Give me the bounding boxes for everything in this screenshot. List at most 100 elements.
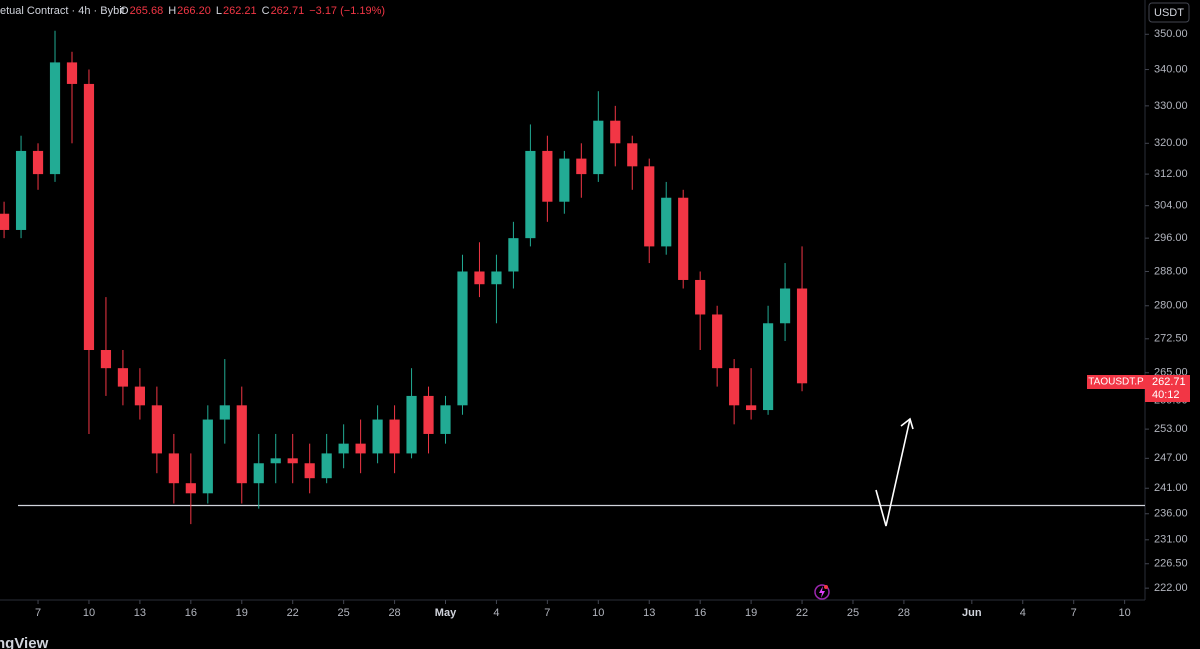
- candle-body: [202, 419, 213, 494]
- y-tick-label: 247.00: [1154, 452, 1188, 464]
- candle-body: [593, 120, 604, 175]
- candle-body: [389, 419, 400, 454]
- event-dot: [824, 585, 828, 589]
- candle-body: [321, 453, 332, 479]
- x-tick-label: 4: [493, 607, 499, 619]
- y-tick-label: 253.00: [1154, 423, 1188, 435]
- candle-body: [134, 386, 145, 406]
- currency-label[interactable]: USDT: [1154, 7, 1184, 19]
- x-tick-label: 10: [83, 607, 95, 619]
- candle-body: [712, 314, 723, 369]
- x-tick-label: Jun: [962, 607, 982, 619]
- candle-body: [219, 405, 230, 420]
- candle-body: [762, 323, 774, 411]
- x-tick-label: 10: [1119, 607, 1131, 619]
- ohlc-value: 266.20: [177, 5, 211, 17]
- candle-body: [49, 62, 61, 175]
- y-tick-label: 288.00: [1154, 265, 1188, 277]
- candle-body: [678, 197, 689, 280]
- y-tick-label: 296.00: [1154, 232, 1188, 244]
- candle-body: [66, 62, 78, 84]
- y-tick-label: 231.00: [1154, 534, 1188, 546]
- candle-body: [559, 158, 570, 202]
- x-tick-label: 7: [544, 607, 550, 619]
- candle-body: [32, 150, 44, 175]
- candle-body: [406, 395, 417, 454]
- ohlc-label: O: [120, 5, 129, 17]
- ohlc-label: L: [216, 5, 222, 17]
- y-tick-label: 320.00: [1154, 137, 1188, 149]
- y-tick-label: 272.50: [1154, 333, 1188, 345]
- price-tag-countdown: 40:12: [1152, 389, 1180, 401]
- x-tick-label: 28: [898, 607, 910, 619]
- symbol-tag-label: TAOUSDT.P: [1088, 377, 1144, 388]
- ohlc-label: C: [262, 5, 270, 17]
- y-tick-label: 350.00: [1154, 28, 1188, 40]
- candle-body: [779, 288, 791, 324]
- watermark: ngView: [0, 635, 49, 649]
- plot-area: [0, 30, 1145, 525]
- y-tick-label: 312.00: [1154, 168, 1188, 180]
- event-bolt: [819, 586, 825, 598]
- symbol-tag: [1087, 375, 1145, 389]
- y-tick-label: 222.00: [1154, 582, 1188, 594]
- x-tick-label: 25: [338, 607, 350, 619]
- x-tick-label: 25: [847, 607, 859, 619]
- candle-body: [287, 458, 298, 464]
- y-tick-label: 226.50: [1154, 558, 1188, 570]
- candle-body: [525, 150, 536, 239]
- candle-body: [15, 150, 27, 230]
- x-tick-label: 16: [694, 607, 706, 619]
- candle-body: [185, 483, 196, 494]
- y-tick-label: 340.00: [1154, 63, 1188, 75]
- candle-body: [83, 83, 95, 351]
- candle-body: [117, 368, 129, 387]
- x-tick-label: 4: [1020, 607, 1026, 619]
- arrow-head: [900, 417, 914, 430]
- candle-body: [729, 368, 740, 406]
- candle-body: [746, 405, 757, 411]
- y-tick-label: 304.00: [1154, 200, 1188, 212]
- candle-body: [253, 463, 264, 484]
- candle-body: [151, 405, 162, 454]
- candle-body: [440, 405, 451, 434]
- y-tick-label: 241.00: [1154, 482, 1188, 494]
- ohlc-change: −3.17 (−1.19%): [309, 5, 385, 17]
- ohlc-value: 262.71: [271, 5, 305, 17]
- x-tick-label: 28: [388, 607, 400, 619]
- candle-body: [304, 463, 315, 479]
- symbol-text: etual Contract · 4h · Bybit: [0, 5, 125, 17]
- y-tick-label: 280.00: [1154, 300, 1188, 312]
- x-tick-label: 22: [287, 607, 299, 619]
- candle-body: [355, 443, 366, 454]
- y-tick-label: 330.00: [1154, 100, 1188, 112]
- candle-body: [457, 271, 468, 406]
- x-tick-label: 19: [745, 607, 757, 619]
- arrow-drawing: [875, 418, 911, 527]
- candle-body: [372, 419, 383, 454]
- x-tick-label: 13: [134, 607, 146, 619]
- x-tick-label: 22: [796, 607, 808, 619]
- candle-body: [627, 143, 638, 167]
- candle-body: [100, 350, 112, 369]
- event-icon[interactable]: [814, 584, 830, 600]
- x-tick-label: 16: [185, 607, 197, 619]
- candle-body: [491, 271, 502, 285]
- candle-body: [644, 166, 655, 247]
- candle-body: [576, 158, 587, 175]
- ohlc-value: 265.68: [130, 5, 164, 17]
- x-tick-label: May: [435, 607, 457, 619]
- x-tick-label: 10: [592, 607, 604, 619]
- currency-button[interactable]: [1148, 2, 1190, 23]
- x-tick-label: 7: [35, 607, 41, 619]
- candle-body: [796, 288, 808, 384]
- candle-body: [695, 279, 706, 315]
- price-tag-value: 262.71: [1152, 376, 1186, 388]
- candle-body: [474, 271, 485, 285]
- ohlc-legend: O 265.68 H 266.20 L 262.21 C 262.71 −3.17 (−1.19…: [120, 5, 385, 17]
- candle-body: [508, 238, 519, 272]
- x-tick-label: 13: [643, 607, 655, 619]
